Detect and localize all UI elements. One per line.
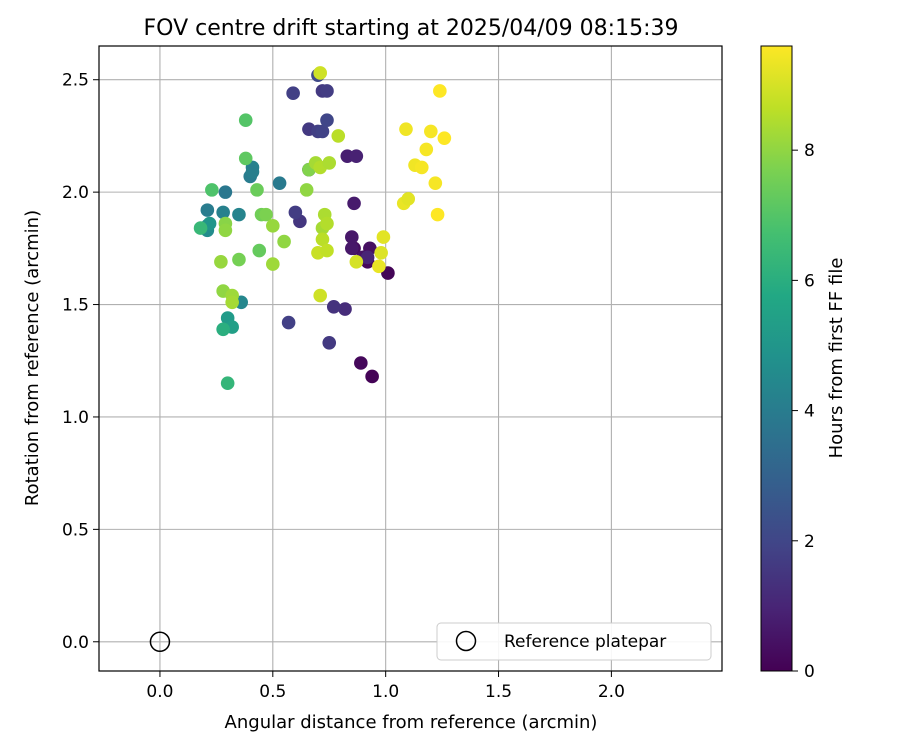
data-point — [238, 113, 253, 127]
data-point — [266, 257, 280, 271]
x-axis-ticks: 0.0 0.5 1.0 1.5 2.0 — [146, 671, 625, 702]
data-point — [232, 207, 246, 222]
data-point — [232, 252, 246, 267]
data-point — [430, 207, 445, 222]
x-tick-label: 0.5 — [259, 682, 286, 702]
data-point — [320, 216, 334, 231]
plot-frame — [98, 45, 723, 672]
colorbar-tick-label: 4 — [804, 402, 815, 422]
x-tick-label: 1.0 — [372, 682, 399, 702]
data-point — [216, 205, 230, 220]
y-tick-label: 0.5 — [62, 520, 89, 540]
x-tick-label: 1.5 — [485, 682, 512, 702]
data-point — [338, 302, 352, 316]
colorbar-tick-label: 0 — [804, 662, 815, 682]
x-tick-label: 0.0 — [146, 682, 173, 702]
data-point — [277, 234, 291, 249]
plot-area — [99, 46, 722, 671]
data-point — [272, 176, 287, 190]
y-axis-label: Rotation from reference (arcmin) — [22, 210, 43, 506]
data-point — [345, 241, 359, 256]
data-point — [354, 356, 368, 370]
colorbar-tick-label: 6 — [804, 271, 815, 291]
data-point — [288, 205, 303, 220]
data-point — [252, 243, 267, 258]
data-point — [419, 142, 434, 157]
data-point — [399, 122, 413, 136]
data-point — [320, 243, 334, 258]
data-point — [428, 176, 443, 190]
data-point — [259, 207, 273, 222]
data-point — [437, 131, 452, 145]
data-point — [315, 124, 330, 139]
data-point — [414, 160, 429, 175]
data-point — [347, 196, 361, 211]
legend-label-reference: Reference platepar — [504, 632, 666, 652]
colorbar-tick-label: 2 — [804, 532, 815, 552]
grid — [99, 46, 722, 671]
data-point — [218, 185, 233, 199]
y-tick-label: 2.0 — [62, 183, 89, 203]
legend-marker-reference — [455, 630, 477, 652]
data-point — [205, 183, 219, 197]
y-tick-label: 0.0 — [62, 633, 89, 653]
x-axis-label: Angular distance from reference (arcmin) — [225, 712, 598, 733]
data-point — [433, 84, 447, 98]
data-point — [286, 86, 300, 101]
data-point — [374, 246, 388, 260]
data-point — [313, 288, 328, 303]
reference-point — [149, 631, 171, 653]
data-point — [345, 230, 359, 244]
colorbar-tick-label: 8 — [804, 141, 815, 161]
data-point — [320, 113, 334, 127]
data-point — [250, 183, 264, 197]
data-point — [200, 203, 215, 217]
data-point — [320, 84, 334, 98]
y-tick-label: 2.5 — [62, 71, 89, 91]
colorbar-label: Hours from first FF file — [826, 258, 847, 459]
data-point — [322, 156, 337, 170]
y-tick-label: 1.5 — [62, 296, 89, 316]
data-point — [372, 259, 386, 274]
y-axis-ticks: 0.0 0.5 1.0 1.5 2.0 2.5 — [62, 71, 99, 653]
data-point — [376, 230, 391, 244]
y-tick-label: 1.0 — [62, 408, 89, 428]
reference-marker — [149, 631, 171, 653]
data-point — [349, 149, 364, 163]
data-point — [245, 165, 260, 179]
data-point — [193, 221, 208, 235]
data-point — [266, 219, 280, 233]
colorbar-ticks: 0 2 4 6 8 — [792, 141, 815, 682]
data-point — [349, 255, 364, 269]
data-point — [401, 192, 416, 206]
data-point — [322, 335, 337, 350]
data-point — [218, 223, 233, 238]
data-points — [193, 66, 452, 391]
x-tick-label: 2.0 — [598, 682, 625, 702]
data-point — [313, 66, 328, 80]
data-point — [326, 299, 341, 314]
legend-box — [436, 622, 712, 661]
data-point — [424, 124, 438, 139]
data-point — [315, 232, 330, 247]
data-point — [238, 151, 253, 166]
data-point — [214, 255, 228, 269]
data-point — [281, 315, 296, 330]
colorbar — [760, 45, 793, 672]
data-point — [299, 183, 314, 197]
chart-title: FOV centre drift starting at 2025/04/09 … — [144, 16, 679, 41]
data-point — [225, 295, 239, 310]
data-point — [365, 369, 379, 384]
data-point — [331, 129, 346, 143]
data-point — [360, 250, 375, 265]
data-point — [216, 322, 230, 337]
data-point — [220, 376, 235, 391]
legend: Reference platepar — [436, 622, 712, 661]
